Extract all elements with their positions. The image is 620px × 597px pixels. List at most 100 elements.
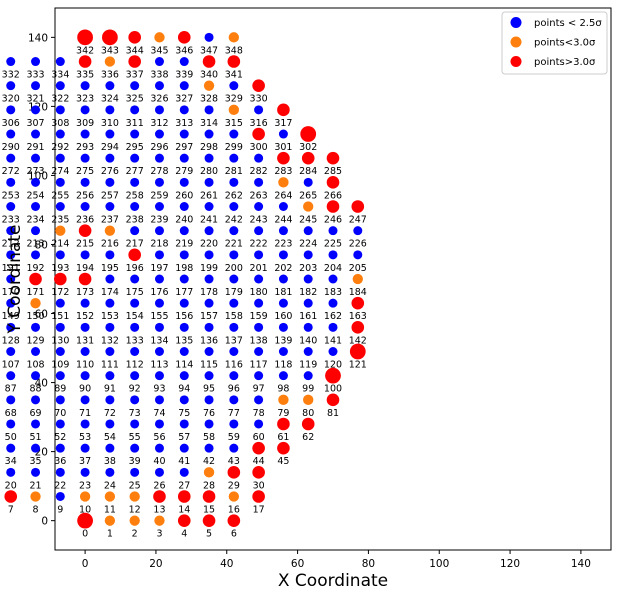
point-label: 278 <box>150 166 168 177</box>
point-low <box>278 371 288 381</box>
point-label: 196 <box>126 263 144 274</box>
point-low <box>80 467 90 477</box>
point-label: 171 <box>26 287 44 298</box>
point-label: 246 <box>324 215 342 226</box>
point-low <box>154 274 164 284</box>
point-low <box>278 226 288 236</box>
point-label: 142 <box>349 335 367 346</box>
point-low <box>303 274 313 284</box>
point-label: 90 <box>79 384 91 395</box>
point-label: 176 <box>150 287 168 298</box>
point-low <box>130 129 140 139</box>
point-label: 274 <box>51 166 69 177</box>
point-high <box>177 31 191 44</box>
x-tick-label: 60 <box>291 558 304 570</box>
point-label: 94 <box>178 384 190 395</box>
point-low <box>154 177 164 187</box>
point-low <box>154 153 164 163</box>
point-label: 158 <box>225 311 243 322</box>
point-mid <box>203 467 215 478</box>
point-label: 254 <box>26 190 44 201</box>
point-low <box>179 177 189 187</box>
point-label: 290 <box>2 142 20 153</box>
point-low <box>31 202 41 212</box>
point-low <box>55 250 65 260</box>
point-label: 23 <box>79 480 91 491</box>
point-low <box>204 250 214 260</box>
point-low <box>6 153 16 163</box>
point-high <box>351 296 365 310</box>
point-label: 156 <box>175 311 193 322</box>
point-low <box>229 419 239 429</box>
point-label: 195 <box>101 263 119 274</box>
point-label: 266 <box>324 190 342 201</box>
point-label: 68 <box>5 408 17 419</box>
point-label: 133 <box>126 335 144 346</box>
point-label: 110 <box>76 359 94 370</box>
point-high <box>153 490 166 503</box>
point-labels: 0123456789101112131415161718192021222324… <box>2 45 367 540</box>
point-mid <box>154 515 165 526</box>
point-low <box>154 419 164 429</box>
point-label: 284 <box>299 166 317 177</box>
point-label: 184 <box>349 287 367 298</box>
point-label: 183 <box>324 287 342 298</box>
point-low <box>254 274 264 284</box>
point-label: 5 <box>206 529 212 540</box>
point-low <box>328 298 338 308</box>
point-low <box>154 298 164 308</box>
point-label: 193 <box>51 263 69 274</box>
point-low <box>105 371 115 381</box>
point-low <box>105 419 115 429</box>
point-label: 320 <box>2 94 20 105</box>
point-label: 280 <box>200 166 218 177</box>
point-label: 192 <box>26 263 44 274</box>
point-low <box>154 346 164 356</box>
point-label: 296 <box>150 142 168 153</box>
point-low <box>105 346 115 356</box>
point-high <box>349 343 366 360</box>
point-label: 79 <box>277 408 289 419</box>
point-label: 121 <box>349 359 367 370</box>
legend-marker-high <box>510 56 522 67</box>
point-label: 53 <box>79 432 91 443</box>
point-label: 260 <box>175 190 193 201</box>
point-low <box>6 81 16 91</box>
point-label: 11 <box>104 504 116 515</box>
point-mid <box>30 491 41 502</box>
point-label: 36 <box>54 456 66 467</box>
point-low <box>204 32 214 42</box>
point-label: 275 <box>76 166 94 177</box>
point-label: 220 <box>200 239 218 250</box>
legend-box <box>501 11 608 75</box>
point-label: 92 <box>129 384 141 395</box>
point-label: 39 <box>129 456 141 467</box>
point-label: 177 <box>175 287 193 298</box>
point-label: 226 <box>349 239 367 250</box>
point-low <box>278 250 288 260</box>
point-low <box>80 371 90 381</box>
point-high <box>252 79 265 92</box>
point-label: 62 <box>302 432 314 443</box>
point-label: 202 <box>274 263 292 274</box>
point-label: 273 <box>26 166 44 177</box>
point-label: 35 <box>29 456 41 467</box>
point-low <box>204 395 214 405</box>
point-label: 16 <box>228 504 240 515</box>
point-low <box>31 371 41 381</box>
point-label: 159 <box>250 311 268 322</box>
point-label: 292 <box>51 142 69 153</box>
point-label: 136 <box>200 335 218 346</box>
point-low <box>179 202 189 212</box>
point-mid <box>228 491 240 502</box>
x-axis-title: X Coordinate <box>278 571 388 591</box>
point-low <box>130 467 140 477</box>
point-high <box>252 490 265 503</box>
point-label: 89 <box>54 384 66 395</box>
point-low <box>55 153 65 163</box>
point-low <box>55 177 65 187</box>
point-low <box>303 177 313 187</box>
point-high <box>252 127 265 141</box>
point-label: 57 <box>178 432 190 443</box>
point-label: 316 <box>250 118 268 129</box>
